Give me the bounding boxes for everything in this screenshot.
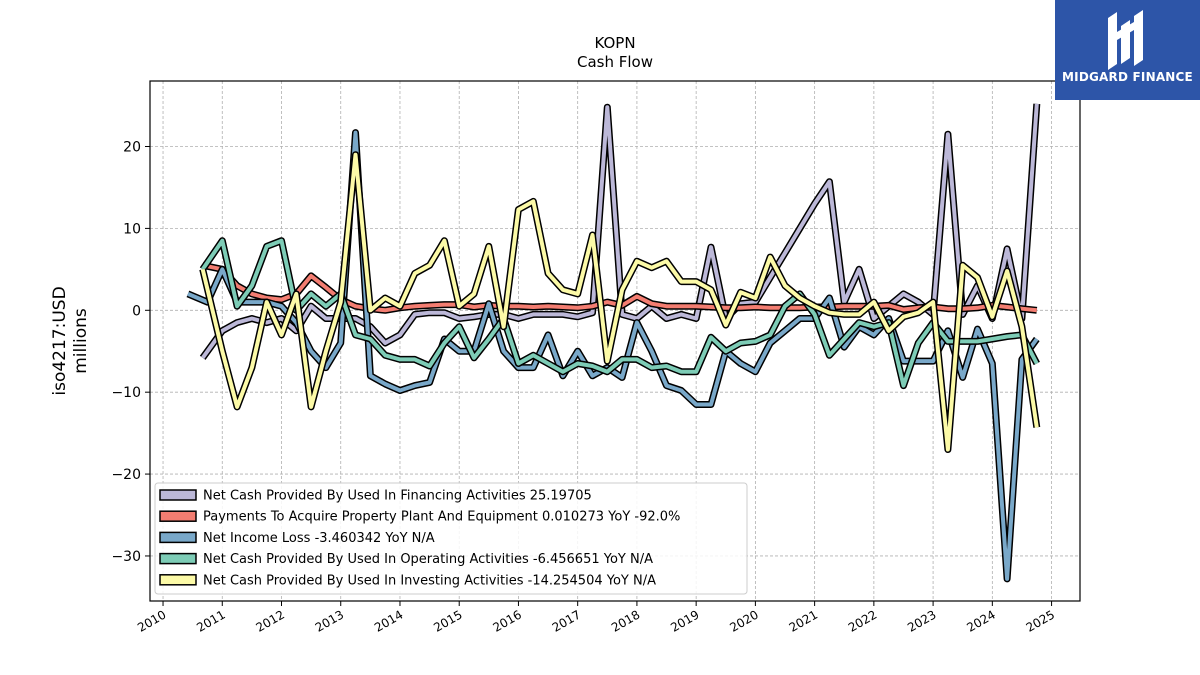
y-axis-label-line2: millions bbox=[71, 308, 91, 374]
x-tick-label: 2020 bbox=[727, 607, 760, 634]
legend: Net Cash Provided By Used In Financing A… bbox=[154, 482, 748, 595]
legend-entry: Net Cash Provided By Used In Operating A… bbox=[203, 552, 653, 567]
x-tick-label: 2021 bbox=[787, 607, 820, 634]
midgard-m-icon bbox=[1108, 10, 1143, 70]
legend-entry: Payments To Acquire Property Plant And E… bbox=[203, 510, 680, 525]
legend-entry: Net Cash Provided By Used In Financing A… bbox=[203, 489, 592, 504]
x-tick-label: 2011 bbox=[194, 607, 227, 634]
x-tick-label: 2019 bbox=[668, 607, 701, 634]
series-line bbox=[200, 152, 1039, 452]
legend-swatch bbox=[159, 531, 197, 544]
plot-frame bbox=[149, 80, 1081, 602]
legend-swatch bbox=[159, 489, 197, 501]
x-tick-label: 2024 bbox=[964, 607, 997, 634]
series-line bbox=[201, 238, 1039, 388]
legend-swatch bbox=[159, 574, 197, 586]
x-tick-label: 2010 bbox=[135, 607, 168, 634]
series-4 bbox=[199, 237, 1040, 390]
x-tick-label: 2015 bbox=[431, 607, 464, 634]
x-tick-label: 2016 bbox=[490, 607, 523, 634]
y-tick-label: 0 bbox=[132, 303, 141, 319]
x-axis-ticks: 2010 2011 2012 2013 2014 2015 2016 2017 2018 2019… bbox=[135, 601, 1057, 635]
x-tick-label: 2023 bbox=[905, 607, 938, 634]
chart-title: KOPN bbox=[594, 34, 635, 52]
y-axis-ticks: 20 10 0 −10 −20 −30 bbox=[111, 140, 150, 565]
legend-box bbox=[154, 482, 748, 595]
y-tick-label: 20 bbox=[123, 140, 141, 156]
legend-entry: Net Cash Provided By Used In Investing A… bbox=[203, 573, 656, 588]
y-axis-label-line1: iso4217:USD bbox=[50, 286, 70, 395]
y-axis-label: iso4217:USD millions bbox=[50, 286, 91, 395]
series-5 bbox=[199, 151, 1041, 453]
x-tick-label: 2014 bbox=[372, 607, 405, 634]
legend-entry: Net Income Loss -3.460342 YoY N/A bbox=[203, 531, 435, 546]
x-tick-label: 2012 bbox=[254, 607, 287, 634]
x-tick-label: 2018 bbox=[609, 607, 642, 634]
legend-swatch bbox=[159, 552, 197, 565]
y-tick-label: 10 bbox=[123, 221, 141, 237]
y-tick-label: −10 bbox=[111, 385, 141, 401]
series-line bbox=[201, 103, 1039, 359]
brand-logo: MIDGARD FINANCE bbox=[1055, 0, 1200, 100]
legend-swatch bbox=[159, 510, 197, 522]
y-tick-label: −30 bbox=[111, 549, 141, 565]
y-tick-label: −20 bbox=[111, 467, 141, 483]
x-tick-label: 2017 bbox=[550, 607, 583, 634]
x-tick-label: 2025 bbox=[1024, 607, 1057, 634]
chart-subtitle: Cash Flow bbox=[577, 53, 653, 71]
x-tick-label: 2022 bbox=[846, 607, 879, 634]
series-lines bbox=[186, 103, 1041, 583]
x-tick-label: 2013 bbox=[313, 607, 346, 634]
brand-logo-text: MIDGARD FINANCE bbox=[1062, 70, 1193, 84]
series-1 bbox=[199, 103, 1041, 360]
